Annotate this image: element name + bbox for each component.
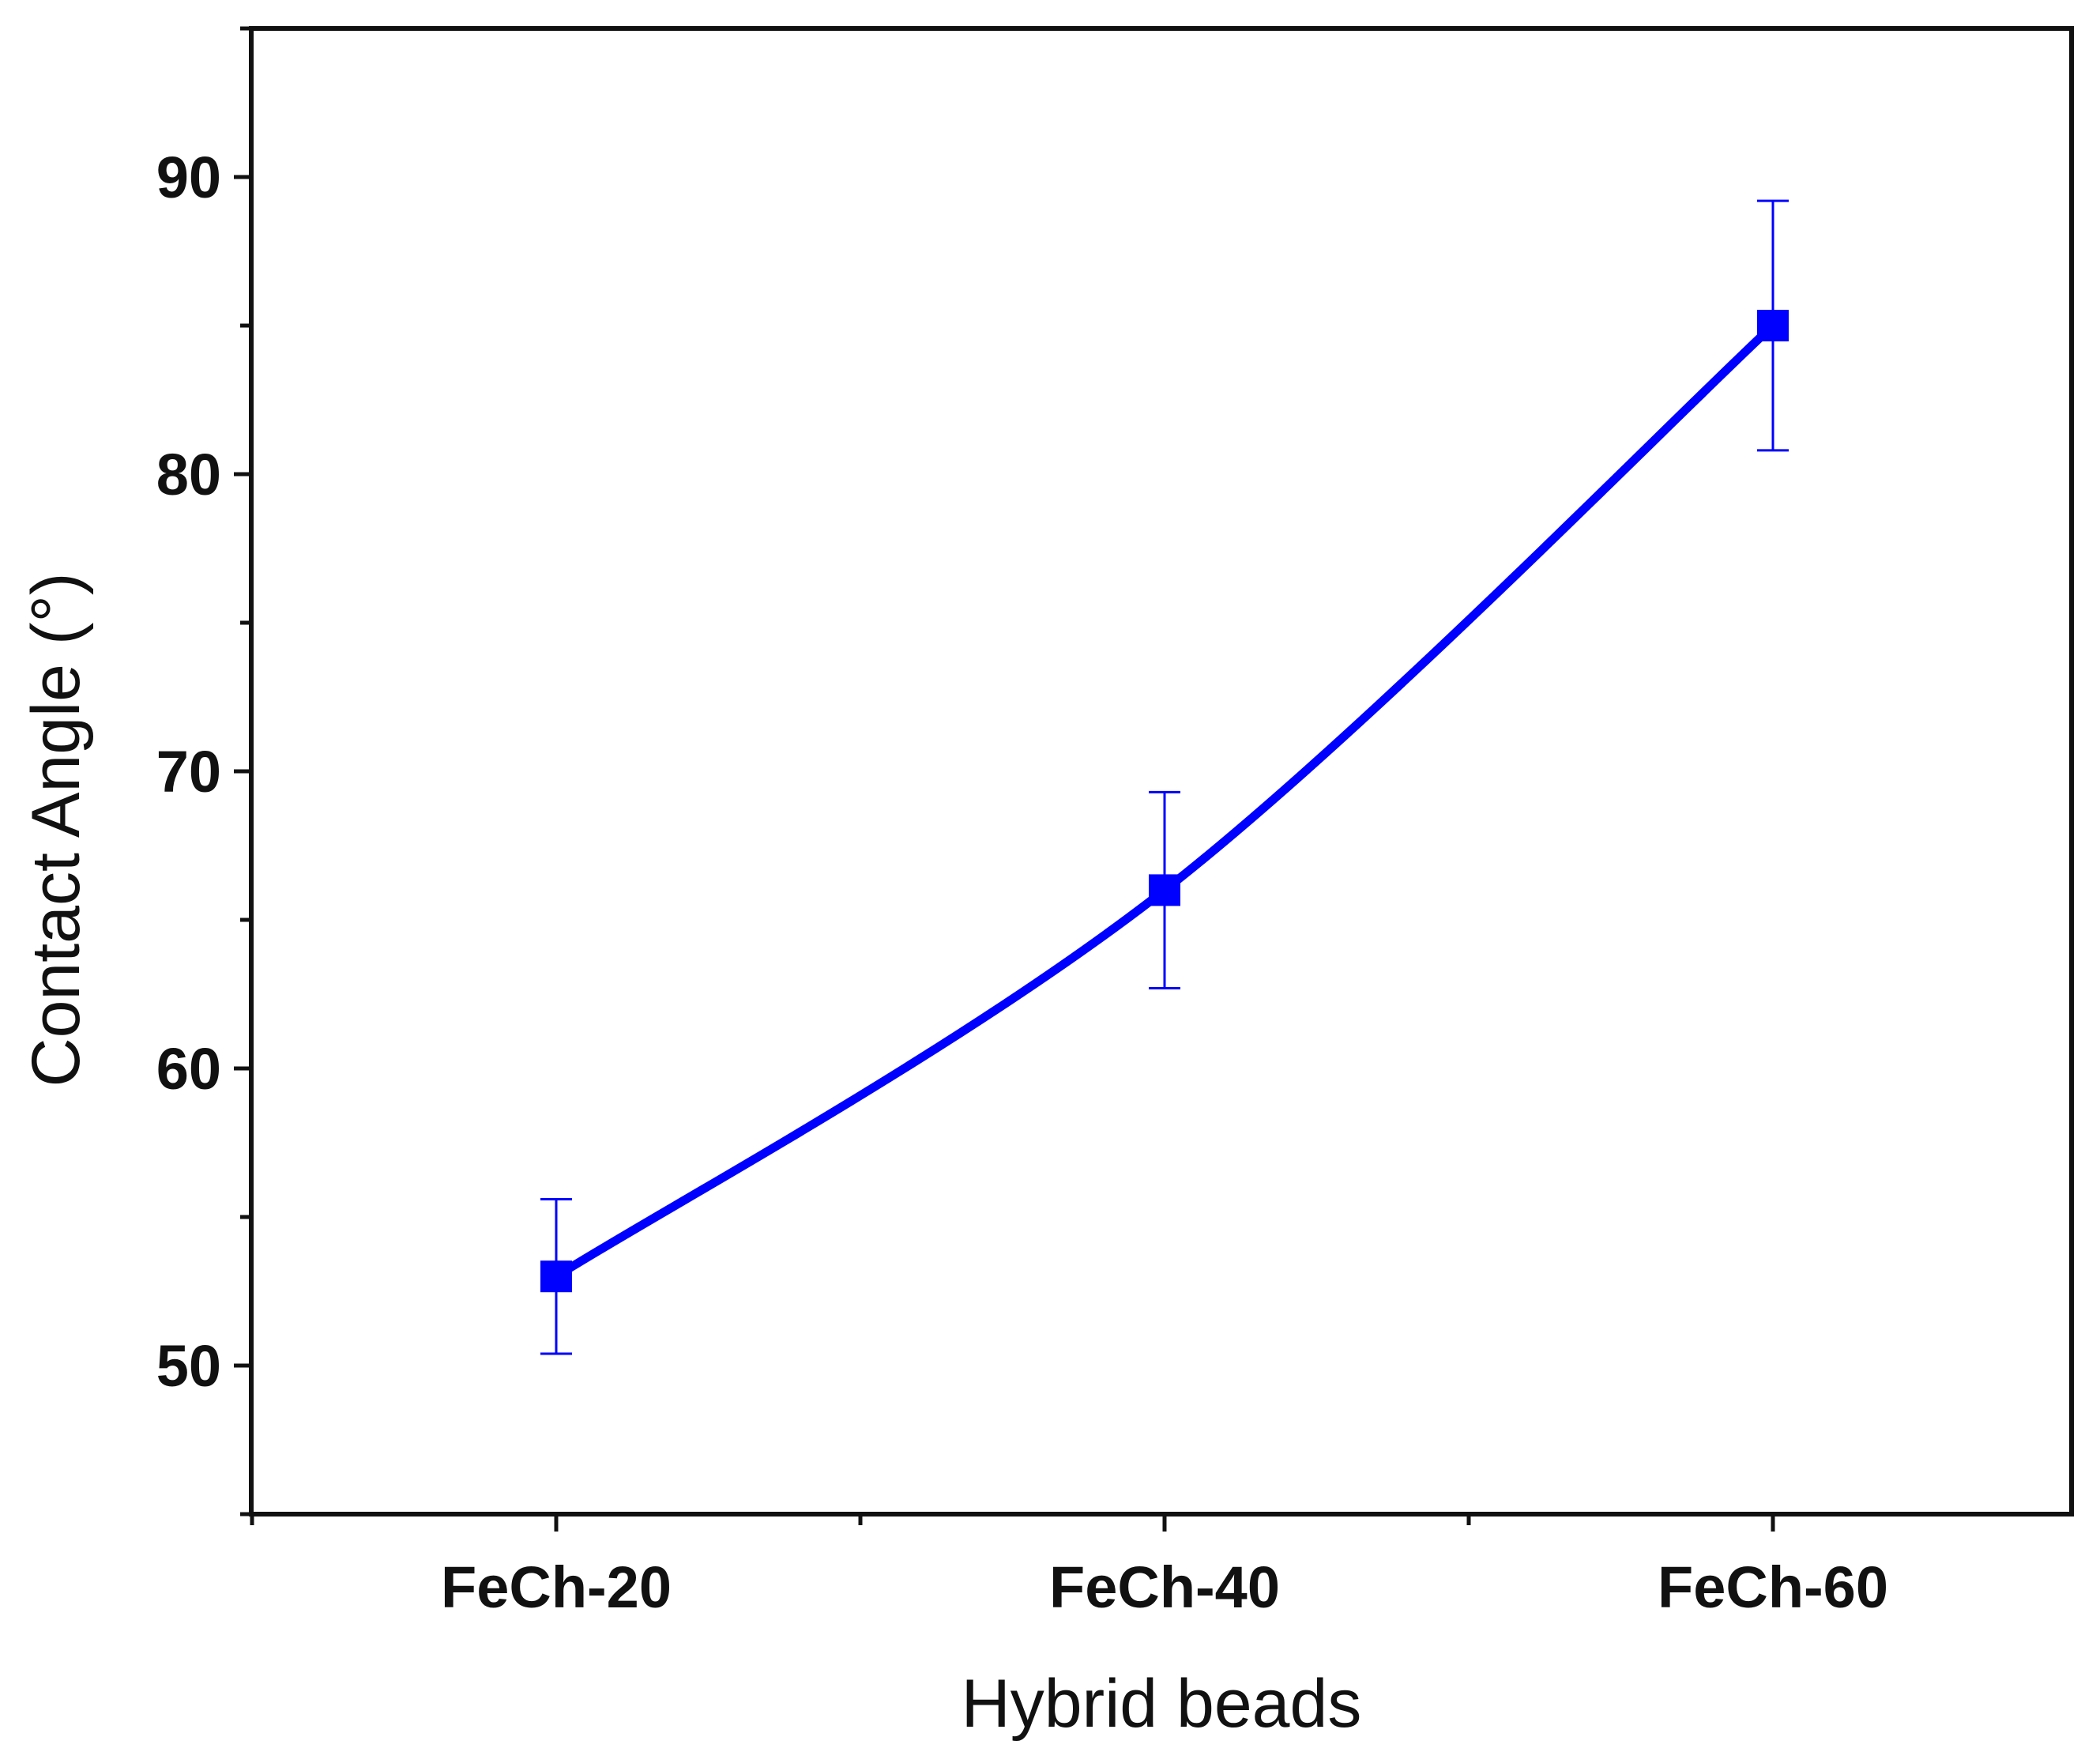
data-point-marker xyxy=(1149,874,1180,906)
data-point-marker xyxy=(540,1260,572,1293)
x-tick-label: FeCh-60 xyxy=(1658,1554,1888,1620)
y-tick-label: 90 xyxy=(156,145,221,210)
x-axis-title: Hybrid beads xyxy=(962,1666,1362,1742)
data-point-marker xyxy=(1757,310,1789,341)
y-tick-label: 70 xyxy=(156,739,221,804)
x-tick-label: FeCh-20 xyxy=(441,1554,672,1620)
data-series xyxy=(540,199,1789,1355)
y-tick-label: 60 xyxy=(156,1036,221,1102)
y-axis-ticks: 50 60 70 80 90 xyxy=(156,26,251,1517)
y-tick-label: 80 xyxy=(156,442,221,507)
x-axis-ticks: FeCh-20 FeCh-40 FeCh-60 xyxy=(250,1514,1888,1620)
y-axis-title: Contact Angle (°) xyxy=(18,572,94,1087)
x-tick-label: FeCh-40 xyxy=(1049,1554,1280,1620)
y-tick-label: 50 xyxy=(156,1333,221,1399)
